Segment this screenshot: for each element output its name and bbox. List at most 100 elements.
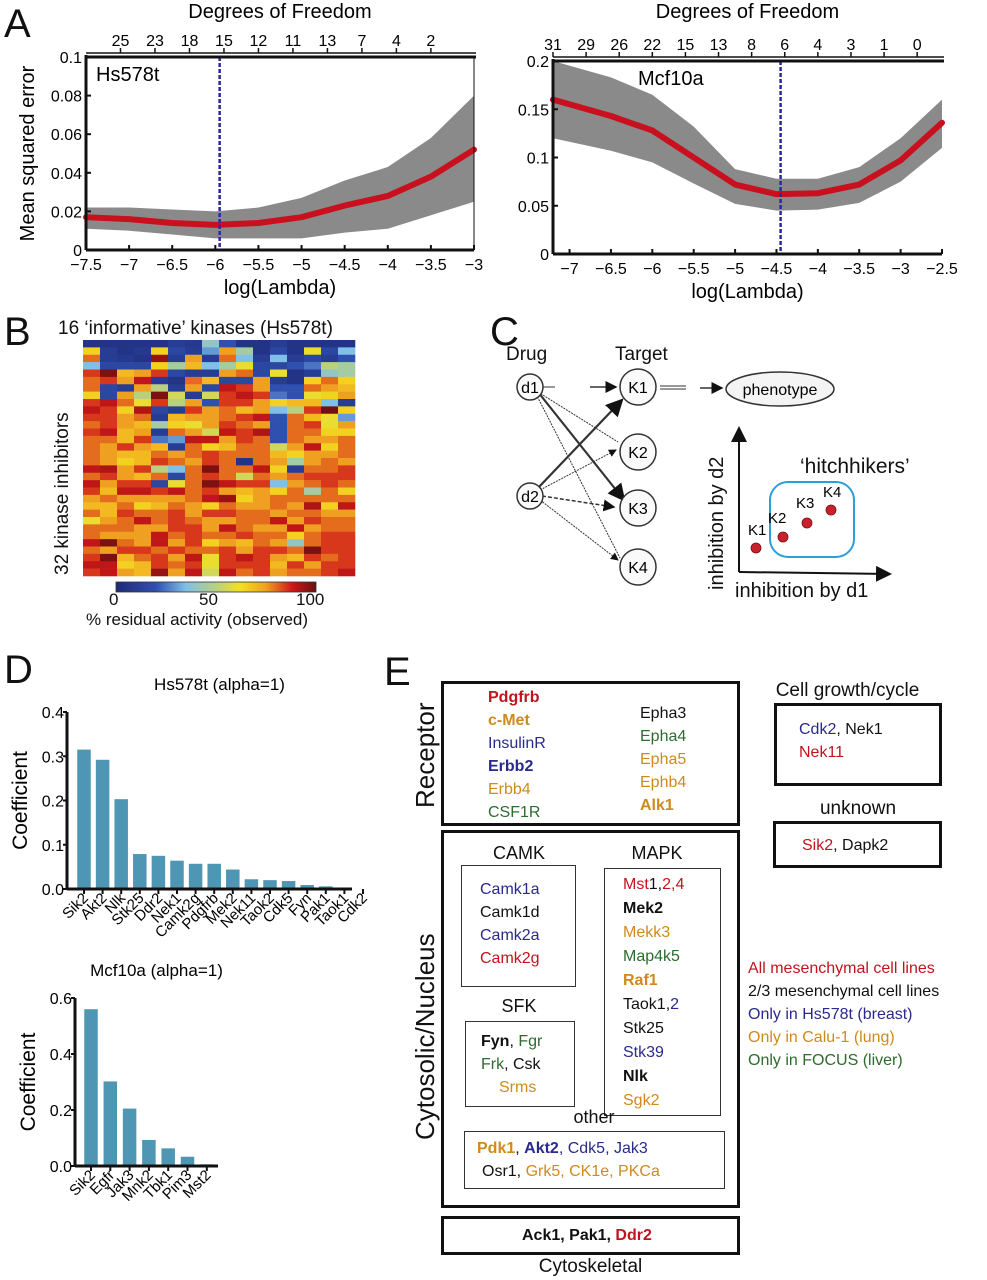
- y-tick-label: 0.1: [60, 50, 82, 67]
- heatmap-cell: [117, 509, 135, 518]
- heatmap-cell: [100, 428, 118, 437]
- heatmap-cell: [270, 561, 288, 569]
- heatmap-cell: [83, 391, 101, 400]
- heatmap-cell: [100, 472, 118, 481]
- top-tick-label: 11: [285, 33, 302, 50]
- heatmap-cell: [253, 435, 271, 444]
- heatmap-cell: [117, 443, 135, 451]
- top-tick-label: 13: [710, 37, 728, 54]
- heatmap-cell: [219, 399, 237, 407]
- heatmap-cell: [304, 458, 322, 466]
- heatmap-cell: [185, 546, 203, 555]
- heatmap-cell: [270, 362, 288, 370]
- heatmap-cell: [117, 568, 135, 577]
- heatmap-cell: [270, 421, 288, 429]
- heatmap-cell: [83, 362, 101, 370]
- kinase-name: Pak1,: [569, 1227, 616, 1244]
- heatmap-cell: [219, 421, 237, 429]
- heatmap-cell: [321, 340, 339, 348]
- heatmap-cell: [202, 362, 220, 370]
- heatmap-cell: [151, 421, 169, 429]
- heatmap-cell: [117, 413, 135, 422]
- heatmap-cell: [134, 465, 152, 474]
- heatmap-cell: [83, 354, 101, 363]
- heatmap-cell: [100, 539, 118, 547]
- heatmap-cell: [151, 376, 169, 385]
- heatmap-cell: [151, 369, 169, 378]
- heatmap-cell: [338, 509, 356, 518]
- heatmap-cell: [100, 487, 118, 496]
- scatter-point: [750, 542, 762, 554]
- kinase-name: , Cdk5, Jak3: [558, 1140, 648, 1157]
- heatmap-cell: [219, 480, 237, 488]
- heatmap-cell: [338, 517, 356, 525]
- heatmap-cell: [270, 480, 288, 488]
- kinase-line: Epha4: [640, 725, 686, 748]
- cytoskeletal-box: Ack1, Pak1, Ddr2: [441, 1216, 740, 1255]
- heatmap-cell: [134, 450, 152, 459]
- heatmap-cell: [236, 494, 254, 503]
- heatmap-cell: [151, 568, 169, 577]
- y-tick-label: 0.15: [518, 102, 549, 119]
- other-box: Pdk1, Akt2, Cdk5, Jak3 Osr1, Grk5, CK1e, …: [464, 1131, 725, 1189]
- top-tick-label: 29: [577, 37, 595, 54]
- heatmap-cell: [287, 509, 305, 518]
- heatmap-cell: [236, 428, 254, 437]
- bar: [133, 854, 147, 889]
- heatmap-cell: [236, 413, 254, 422]
- heatmap-cell: [338, 531, 356, 540]
- heatmap-cell: [287, 354, 305, 363]
- heatmap-cell: [151, 509, 169, 518]
- heatmap-cell: [185, 421, 203, 429]
- heatmap-cell: [270, 347, 288, 356]
- kinase-name: Akt2: [524, 1140, 559, 1157]
- heatmap-cell: [151, 347, 169, 356]
- heatmap-cell: [304, 376, 322, 385]
- hitchhikers-group: [769, 481, 855, 558]
- heatmap-cell: [202, 391, 220, 400]
- heatmap-cell: [117, 391, 135, 400]
- heatmap-cell: [83, 376, 101, 385]
- kinase-line: Pdgfrb: [488, 686, 546, 709]
- heatmap-cell: [134, 487, 152, 496]
- heatmap-cell: [287, 465, 305, 474]
- x-tick-label: −3: [891, 261, 909, 278]
- heatmap-cell: [338, 494, 356, 503]
- heatmap-cell: [253, 354, 271, 363]
- heatmap-cell: [151, 413, 169, 422]
- x-tick-label: −4.5: [329, 257, 361, 274]
- heatmap-cell: [253, 369, 271, 378]
- heatmap-cell: [134, 502, 152, 510]
- heatmap-cell: [185, 480, 203, 488]
- heatmap-cell: [117, 399, 135, 407]
- heatmap-cell: [219, 487, 237, 496]
- heatmap-title: 16 ‘informative’ kinases (Hs578t): [58, 318, 333, 339]
- heatmap-cell: [321, 568, 339, 577]
- top-tick-label: 18: [181, 33, 199, 50]
- bar-chart-mcf10a: Sik2EgfrJak3Mnk2Tbk1Pim3Mst20.00.20.40.6…: [17, 961, 223, 1205]
- mapk-title: MAPK: [631, 843, 683, 863]
- heatmap-cell: [168, 435, 186, 444]
- heatmap-cell: [168, 531, 186, 540]
- heatmap-cell: [321, 406, 339, 415]
- heatmap-cell: [117, 553, 135, 562]
- y-tick-label: 0.4: [50, 1047, 72, 1064]
- heatmap-cell: [185, 450, 203, 459]
- kinase-name: , Nek1: [836, 721, 883, 738]
- kinase-line: Camk1a: [480, 878, 540, 901]
- x-tick-label: −6.5: [595, 261, 627, 278]
- mean-line: [83, 146, 477, 228]
- heatmap-cell: [287, 413, 305, 422]
- kinase-name: Ack1,: [522, 1227, 570, 1244]
- x-tick-label: −3.5: [843, 261, 875, 278]
- heatmap-cell: [287, 340, 305, 348]
- heatmap-cell: [304, 472, 322, 481]
- heatmap-cell: [287, 517, 305, 525]
- heatmap-cell: [100, 354, 118, 363]
- drug-node-label: d2: [521, 489, 539, 506]
- heatmap-cell: [202, 369, 220, 378]
- heatmap-cell: [321, 369, 339, 378]
- heatmap-cell: [100, 443, 118, 451]
- heatmap-cell: [236, 384, 254, 392]
- kinase-line: Cdk2, Nek1: [799, 718, 883, 741]
